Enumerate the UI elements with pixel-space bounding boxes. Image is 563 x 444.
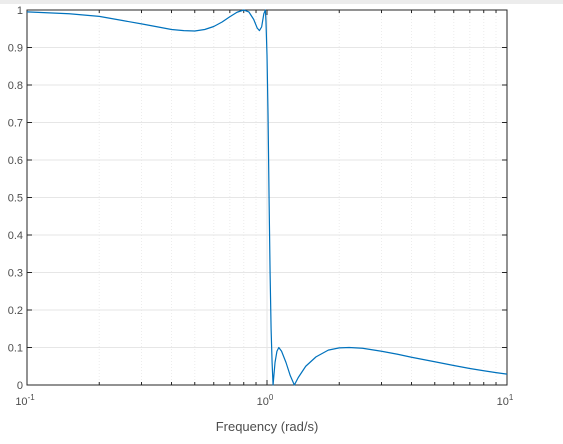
y-tick-label: 0.3 bbox=[8, 268, 23, 280]
y-tick-label: 0.2 bbox=[8, 305, 23, 317]
y-tick-label: 0.6 bbox=[8, 155, 23, 167]
y-tick-label: 0.5 bbox=[8, 193, 23, 205]
tick-marks bbox=[26, 9, 508, 386]
x-tick-label: 100 bbox=[257, 393, 274, 408]
y-tick-labels: 0 0.1 0.2 0.3 0.4 0.5 0.6 0.7 0.8 0.9 1 bbox=[8, 5, 23, 392]
x-axis-label: Frequency (rad/s) bbox=[216, 419, 319, 434]
y-tick-label: 0.8 bbox=[8, 80, 23, 92]
y-tick-label: 0 bbox=[17, 380, 23, 392]
window-top-border bbox=[0, 0, 563, 4]
x-tick-label: 10-1 bbox=[15, 393, 35, 408]
y-tick-label: 0.9 bbox=[8, 43, 23, 55]
y-tick-label: 0.4 bbox=[8, 230, 23, 242]
y-tick-label: 0.1 bbox=[8, 343, 23, 355]
series-line bbox=[26, 9, 508, 386]
y-tick-label: 1 bbox=[17, 5, 23, 17]
x-tick-labels: 10-1 100 101 bbox=[15, 393, 514, 408]
minor-grid bbox=[98, 10, 497, 385]
y-tick-label: 0.7 bbox=[8, 118, 23, 130]
x-tick-label: 101 bbox=[497, 393, 514, 408]
